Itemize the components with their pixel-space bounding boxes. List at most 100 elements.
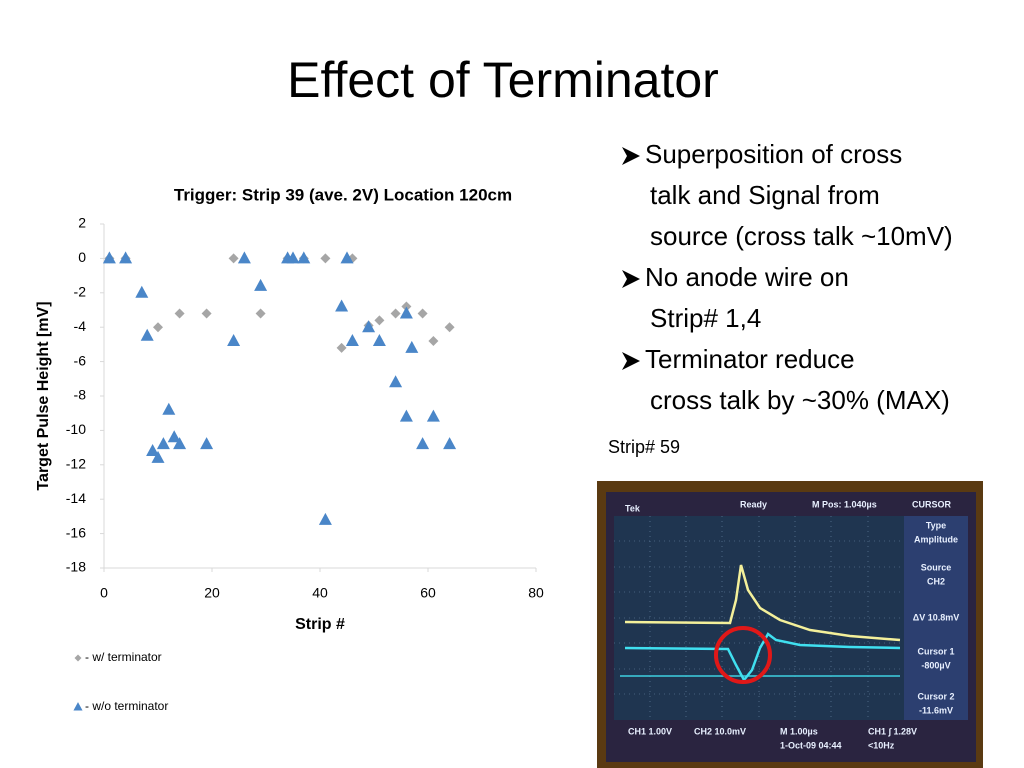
point: [318, 512, 332, 525]
scope-readout: Source: [921, 562, 952, 572]
scope-readout: CH2 10.0mV: [694, 726, 746, 736]
point: [335, 299, 349, 312]
y-tick-label: -12: [66, 456, 86, 472]
point: [297, 251, 311, 264]
scope-readout: Cursor 2: [917, 691, 954, 701]
point: [405, 340, 419, 353]
scope-readout: Ready: [740, 499, 767, 509]
legend-marker: [74, 654, 82, 662]
scope-readouts: Tek Ready M Pos: 1.040µs CURSOR Type Amplitud…: [625, 499, 959, 750]
point: [416, 437, 430, 450]
point: [417, 308, 428, 319]
y-tick-label: -16: [66, 524, 86, 540]
bullet-arrow: [622, 270, 640, 288]
point: [428, 335, 439, 346]
point: [444, 322, 455, 333]
point: [254, 278, 268, 291]
y-tick-label: -10: [66, 421, 86, 437]
point: [399, 409, 413, 422]
scope-readout: Amplitude: [914, 534, 958, 544]
scope-readout: Tek: [625, 503, 641, 513]
x-tick-label: 80: [528, 585, 544, 601]
point: [156, 437, 170, 450]
oscilloscope-photo: Tek Ready M Pos: 1.040µs CURSOR Type Amplitud…: [597, 481, 983, 768]
point: [389, 375, 403, 388]
point: [151, 450, 165, 463]
bullet-text: Strip# 1,4: [650, 303, 761, 333]
bullet-text: cross talk by ~30% (MAX): [650, 385, 950, 415]
photo-caption: Strip# 59: [608, 437, 680, 457]
y-tick-label: -8: [74, 387, 87, 403]
point: [140, 328, 154, 341]
point: [399, 306, 413, 319]
bullet-arrow: [622, 352, 640, 370]
point: [153, 322, 163, 333]
x-tick-label: 40: [312, 585, 328, 601]
point: [102, 251, 116, 264]
point: [286, 251, 300, 264]
scope-readout: CH1 ∫ 1.28V: [868, 726, 917, 736]
scope-readout: CH1 1.00V: [628, 726, 672, 736]
point: [345, 333, 359, 346]
scope-grid: [614, 516, 904, 720]
point: [135, 285, 149, 298]
point: [237, 251, 251, 264]
scope-readout: 1-Oct-09 04:44: [780, 740, 842, 750]
y-axis-label: Target Pulse Height [mV]: [35, 301, 52, 490]
x-axis-label: Strip #: [295, 616, 345, 633]
slide-title: Effect of Terminator: [287, 52, 719, 108]
legend-label: - w/ terminator: [85, 650, 162, 664]
point: [162, 402, 176, 415]
scope-readout: Cursor 1: [917, 646, 954, 656]
point: [336, 342, 347, 353]
point: [167, 430, 181, 443]
scope-readout: M Pos: 1.040µs: [812, 499, 877, 509]
scope-readout: Type: [926, 520, 946, 530]
bullet-text: talk and Signal from: [650, 180, 880, 210]
point: [374, 315, 385, 326]
legend-marker: [73, 702, 83, 711]
x-tick-label: 60: [420, 585, 436, 601]
scope-readout: M 1.00µs: [780, 726, 818, 736]
point: [372, 333, 386, 346]
bullet-text: source (cross talk ~10mV): [650, 221, 953, 251]
scope-readout: CURSOR: [912, 499, 952, 509]
point: [390, 308, 401, 319]
y-tick-label: 0: [78, 249, 86, 265]
point: [362, 320, 376, 333]
point: [173, 437, 187, 450]
scope-readout: <10Hz: [868, 740, 895, 750]
point: [200, 437, 214, 450]
scope-readout: -800µV: [921, 660, 950, 670]
y-tick-label: -6: [74, 352, 87, 368]
bullet-text: Terminator reduce: [645, 344, 855, 374]
scope-readout: ΔV 10.8mV: [913, 612, 960, 622]
y-tick-label: -18: [66, 559, 86, 575]
point: [174, 308, 185, 319]
point: [320, 253, 331, 264]
point: [255, 308, 266, 319]
yellow-trace: [624, 564, 901, 642]
y-tick-label: -2: [74, 284, 87, 300]
highlight-circle: [714, 626, 772, 684]
y-tick-label: -14: [66, 490, 86, 506]
bullet-text: Superposition of cross: [645, 139, 902, 169]
bullet-arrow: [622, 147, 640, 165]
chart: Trigger: Strip 39 (ave. 2V) Location 120…: [35, 185, 544, 713]
bullet-text: No anode wire on: [645, 262, 849, 292]
scope-side-panel: [904, 516, 968, 720]
point: [146, 444, 160, 457]
point: [443, 437, 457, 450]
cyan-trace: [624, 632, 901, 683]
point: [201, 308, 212, 319]
y-tick-label: -4: [74, 318, 87, 334]
bullet-list: Superposition of cross talk and Signal fr…: [622, 139, 953, 415]
point: [340, 251, 354, 264]
chart-title: Trigger: Strip 39 (ave. 2V) Location 120…: [174, 185, 512, 204]
legend-label: - w/o terminator: [85, 699, 168, 713]
x-tick-label: 20: [204, 585, 220, 601]
scope-readout: CH2: [927, 576, 945, 586]
point: [228, 253, 239, 264]
point: [119, 251, 133, 264]
point: [426, 409, 440, 422]
